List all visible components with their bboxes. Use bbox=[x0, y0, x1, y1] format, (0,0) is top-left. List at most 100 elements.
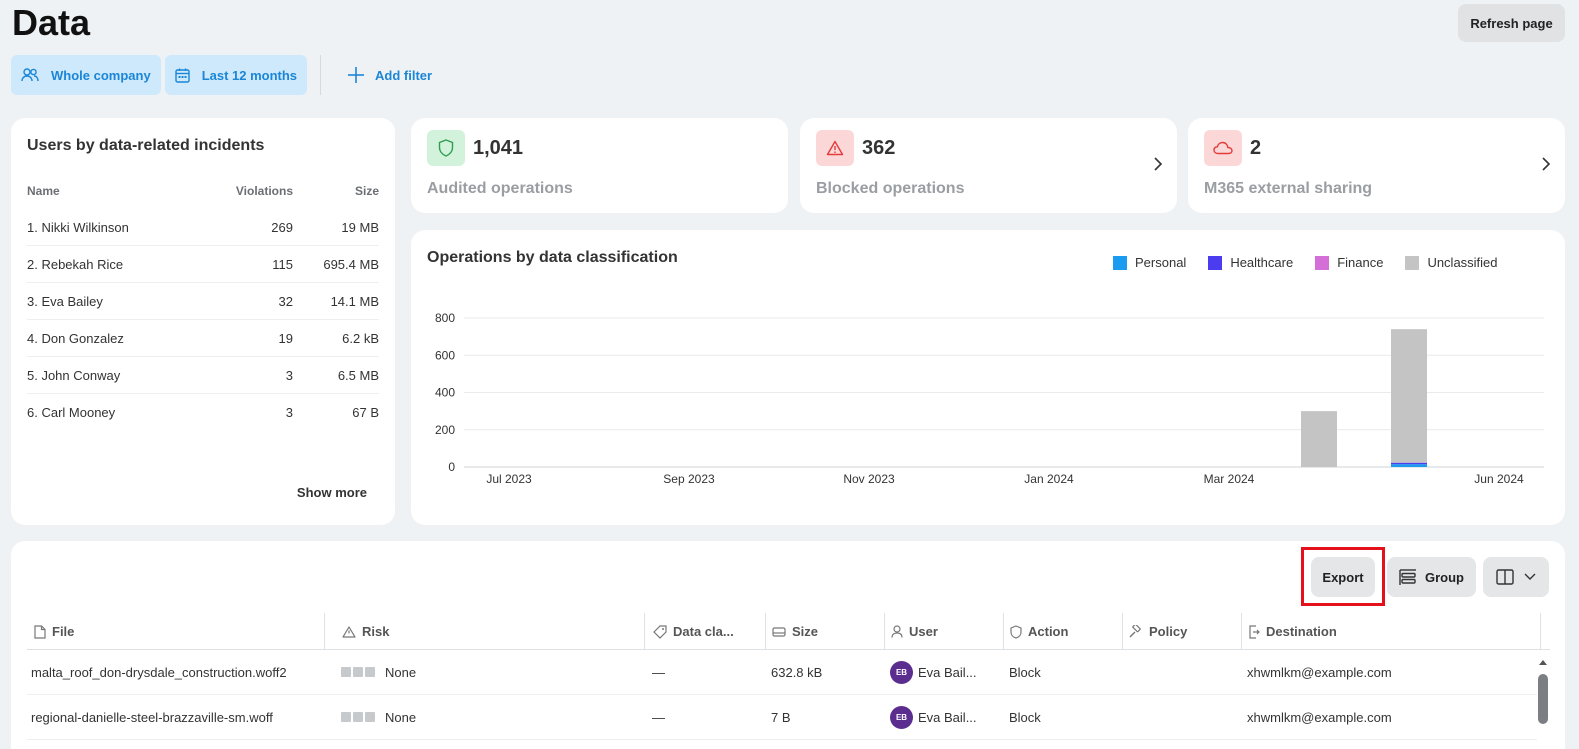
warning-icon bbox=[342, 625, 356, 638]
y-tick-label: 600 bbox=[435, 348, 455, 362]
user-row[interactable]: 6. Carl Mooney 3 67 B bbox=[27, 394, 379, 431]
user-row[interactable]: 5. John Conway 3 6.5 MB bbox=[27, 357, 379, 394]
user-violations: 32 bbox=[278, 294, 293, 309]
drive-icon bbox=[772, 626, 786, 637]
chart-title: Operations by data classification bbox=[427, 249, 678, 266]
file-icon bbox=[34, 624, 46, 639]
show-more-button[interactable]: Show more bbox=[296, 485, 367, 500]
add-filter-button[interactable]: Add filter bbox=[347, 66, 432, 84]
legend-item-healthcare[interactable]: Healthcare bbox=[1208, 255, 1293, 270]
column-file[interactable]: File bbox=[27, 613, 325, 650]
blocked-operations-label: Blocked operations bbox=[816, 180, 965, 197]
file-name: regional-danielle-steel-brazzaville-sm.w… bbox=[31, 709, 273, 725]
period-filter-label: Last 12 months bbox=[201, 67, 298, 83]
legend-item-finance[interactable]: Finance bbox=[1315, 255, 1383, 270]
x-tick-label: Nov 2023 bbox=[843, 472, 895, 486]
group-button[interactable]: Group bbox=[1387, 557, 1476, 597]
columns-menu-button[interactable] bbox=[1483, 557, 1549, 597]
refresh-page-button[interactable]: Refresh page bbox=[1458, 4, 1565, 42]
legend-item-personal[interactable]: Personal bbox=[1113, 255, 1186, 270]
column-destination[interactable]: Destination bbox=[1241, 613, 1541, 650]
action-value: Block bbox=[1009, 709, 1041, 725]
user-size: 14.1 MB bbox=[330, 294, 379, 309]
table-scrollbar[interactable] bbox=[1537, 657, 1549, 749]
warning-icon bbox=[816, 130, 854, 166]
user-row[interactable]: 4. Don Gonzalez 19 6.2 kB bbox=[27, 320, 379, 357]
user-cell[interactable]: EB Eva Bail... bbox=[890, 695, 977, 739]
blocked-operations-card[interactable]: 362 Blocked operations bbox=[800, 118, 1177, 213]
m365-sharing-card[interactable]: 2 M365 external sharing bbox=[1188, 118, 1565, 213]
user-row[interactable]: 3. Eva Bailey 32 14.1 MB bbox=[27, 283, 379, 320]
m365-sharing-value: 2 bbox=[1250, 137, 1262, 159]
company-filter-chip[interactable]: Whole company bbox=[11, 55, 161, 95]
export-button[interactable]: Export bbox=[1311, 557, 1375, 597]
export-highlight bbox=[1301, 547, 1385, 606]
user-violations: 269 bbox=[271, 220, 293, 235]
table-row[interactable]: malta_roof_don-drysdale_construction.wof… bbox=[27, 650, 1537, 695]
calendar-icon bbox=[174, 68, 190, 83]
gavel-icon bbox=[1129, 624, 1141, 637]
user-size: 67 B bbox=[352, 405, 379, 420]
user-violations: 3 bbox=[285, 405, 293, 420]
period-filter-chip[interactable]: Last 12 months bbox=[164, 55, 308, 95]
company-filter-label: Whole company bbox=[51, 67, 151, 83]
legend-swatch bbox=[1405, 255, 1420, 270]
user-icon bbox=[891, 625, 903, 638]
column-data-classification[interactable]: Data cla... bbox=[646, 613, 766, 650]
scroll-thumb[interactable] bbox=[1538, 674, 1548, 724]
column-risk-label: Risk bbox=[362, 624, 390, 639]
x-tick-label: Sep 2023 bbox=[663, 472, 715, 486]
column-size[interactable]: Size bbox=[765, 613, 885, 650]
exit-icon bbox=[1249, 624, 1260, 639]
legend-label: Healthcare bbox=[1230, 255, 1294, 270]
column-user[interactable]: User bbox=[884, 613, 1004, 650]
shield-icon bbox=[427, 130, 465, 166]
file-size: 7 B bbox=[771, 709, 791, 725]
column-action[interactable]: Action bbox=[1003, 613, 1123, 650]
column-action-label: Action bbox=[1028, 624, 1069, 639]
bar-personal bbox=[1391, 464, 1427, 467]
plus-icon bbox=[348, 67, 365, 83]
scroll-up-icon[interactable] bbox=[1537, 657, 1549, 667]
file-name: malta_roof_don-drysdale_construction.wof… bbox=[31, 664, 287, 680]
files-table-card: Export Group File Risk Data cla... Size … bbox=[11, 541, 1565, 749]
operations-chart: 0 200 400 600 800 Jul 2023 Sep 2023 Nov 2023 Jan… bbox=[435, 311, 1544, 486]
destination-value: xhwmlkm@example.com bbox=[1247, 664, 1392, 680]
legend-swatch bbox=[1113, 255, 1127, 270]
audited-operations-label: Audited operations bbox=[427, 180, 573, 197]
cloud-icon bbox=[1204, 130, 1242, 166]
table-header: File Risk Data cla... Size User Action P… bbox=[27, 613, 1550, 650]
columns-icon bbox=[1496, 569, 1514, 585]
audited-operations-value: 1,041 bbox=[473, 137, 524, 159]
chevron-right-icon[interactable] bbox=[1541, 156, 1551, 172]
users-incidents-card: Users by data-related incidents Name Vio… bbox=[11, 118, 395, 525]
avatar: EB bbox=[890, 705, 913, 729]
column-policy[interactable]: Policy bbox=[1122, 613, 1242, 650]
add-filter-label: Add filter bbox=[375, 67, 433, 83]
table-row[interactable]: regional-danielle-steel-brazzaville-sm.w… bbox=[27, 695, 1537, 740]
legend-label: Unclassified bbox=[1427, 255, 1498, 270]
user-cell[interactable]: EB Eva Bail... bbox=[890, 650, 977, 694]
m365-sharing-label: M365 external sharing bbox=[1204, 180, 1373, 197]
column-size-label: Size bbox=[792, 624, 819, 639]
chevron-right-icon[interactable] bbox=[1153, 156, 1163, 172]
action-value: Block bbox=[1009, 664, 1041, 680]
legend-swatch bbox=[1315, 255, 1330, 270]
chevron-down-icon bbox=[1524, 573, 1536, 580]
risk-label: None bbox=[385, 709, 417, 725]
x-tick-label: Mar 2024 bbox=[1204, 472, 1255, 486]
y-tick-label: 800 bbox=[435, 311, 455, 325]
user-name: 5. John Conway bbox=[27, 368, 121, 383]
column-destination-label: Destination bbox=[1266, 624, 1337, 639]
risk-level-bars bbox=[341, 667, 377, 677]
avatar: EB bbox=[890, 660, 913, 684]
legend-item-unclassified[interactable]: Unclassified bbox=[1405, 255, 1498, 270]
user-row[interactable]: 1. Nikki Wilkinson 269 19 MB bbox=[27, 209, 379, 246]
y-tick-label: 0 bbox=[448, 460, 455, 474]
filter-bar: Whole company Last 12 months Add filter bbox=[11, 55, 432, 95]
risk-cell: None bbox=[341, 695, 416, 739]
column-risk[interactable]: Risk bbox=[335, 613, 645, 650]
audited-operations-card: 1,041 Audited operations bbox=[411, 118, 788, 213]
user-size: 6.5 MB bbox=[337, 368, 379, 383]
user-row[interactable]: 2. Rebekah Rice 115 695.4 MB bbox=[27, 246, 379, 283]
